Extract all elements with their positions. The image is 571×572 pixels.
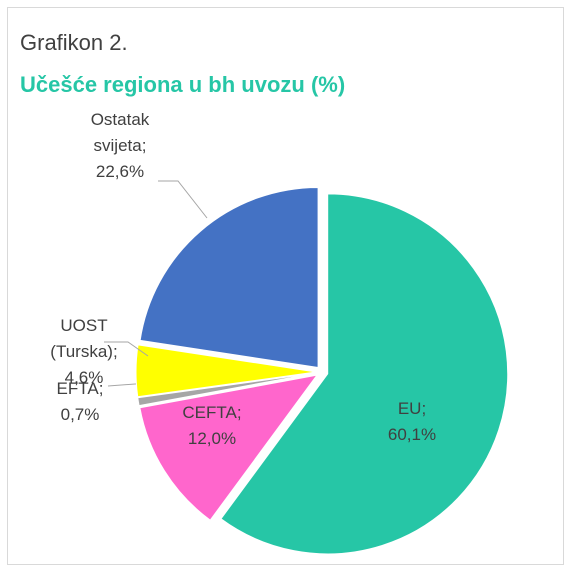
pie-slice (139, 374, 319, 521)
leader-line (104, 341, 149, 357)
label-category: EFTA (56, 379, 99, 398)
label-value: 22,6% (95, 162, 145, 181)
label-separator: ; (421, 399, 427, 418)
label-category: UOST (Turska) (50, 316, 113, 361)
pie-slice (139, 186, 319, 369)
label-separator: ; (98, 379, 104, 398)
data-label: UOST (Turska); 4,6% (39, 313, 129, 391)
label-category: EU (397, 399, 422, 418)
label-category: Ostatak svijeta (90, 110, 150, 155)
label-value: 4,6% (64, 368, 104, 387)
leader-line (158, 180, 208, 219)
label-value: 12,0% (187, 429, 237, 448)
label-value: 0,7% (60, 405, 100, 424)
label-separator: ; (236, 403, 242, 422)
data-label: EFTA; 0,7% (45, 376, 115, 428)
data-label: CEFTA; 12,0% (172, 400, 252, 452)
chart-subtitle: Učešće regiona u bh uvozu (%) (20, 72, 346, 97)
pie-slice (220, 193, 509, 555)
label-separator: ; (112, 342, 118, 361)
chart-title: Grafikon 2. (20, 30, 128, 55)
label-separator: ; (141, 136, 147, 155)
data-label: Ostatak svijeta; 22,6% (75, 107, 165, 185)
pie-slice (137, 372, 317, 407)
label-value: 60,1% (387, 425, 437, 444)
label-category: CEFTA (182, 403, 237, 422)
pie-slice (135, 344, 317, 398)
data-label: EU; 60,1% (372, 396, 452, 448)
